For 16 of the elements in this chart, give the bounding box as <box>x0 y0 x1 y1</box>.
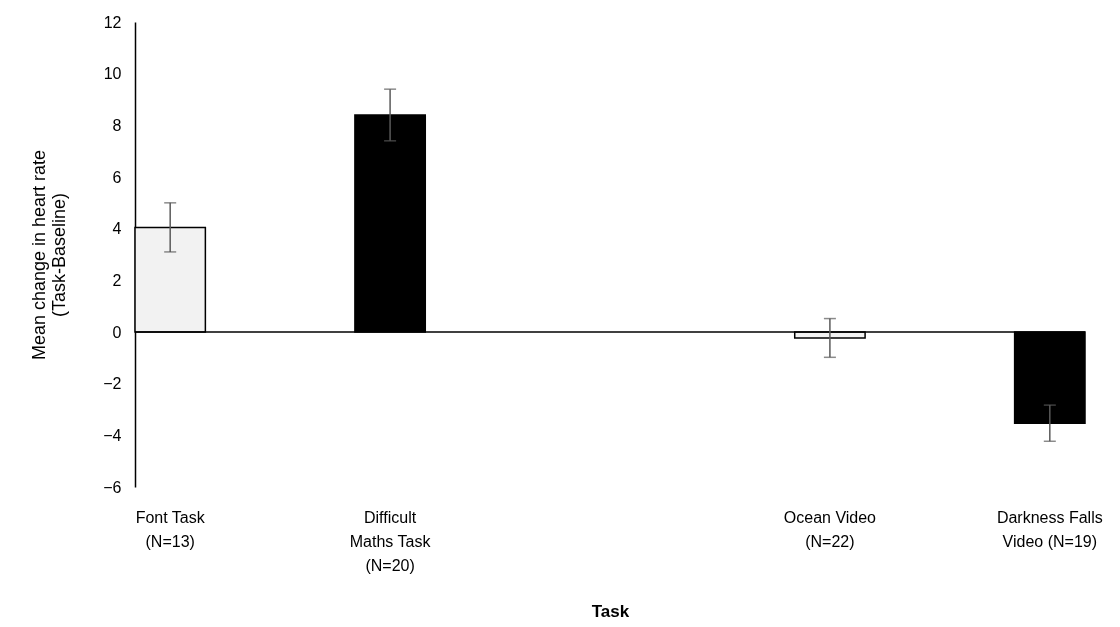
y-axis-title: Mean change in heart rate (Task-Baseline) <box>29 149 70 361</box>
y-tick-label: 4 <box>112 220 122 238</box>
y-tick-label: 0 <box>112 323 122 341</box>
y-tick-label: 6 <box>112 168 122 186</box>
y-tick-label: −2 <box>103 375 122 393</box>
y-tick-label: −6 <box>103 478 122 496</box>
y-tick-label: 12 <box>103 13 122 31</box>
x-tick-label: Difficult Maths Task (N=20) <box>349 508 432 574</box>
y-tick-label: 2 <box>112 271 122 289</box>
x-tick-label: Darkness Falls Video (N=19) <box>996 508 1103 550</box>
y-tick-label: 8 <box>112 116 122 134</box>
x-tick-label: Ocean Video (N=22) <box>783 508 877 550</box>
x-tick-label: Font Task (N=13) <box>135 508 206 550</box>
x-axis-title: Task <box>591 601 630 621</box>
y-tick-label: 10 <box>103 65 122 83</box>
y-tick-label: −4 <box>103 426 122 444</box>
